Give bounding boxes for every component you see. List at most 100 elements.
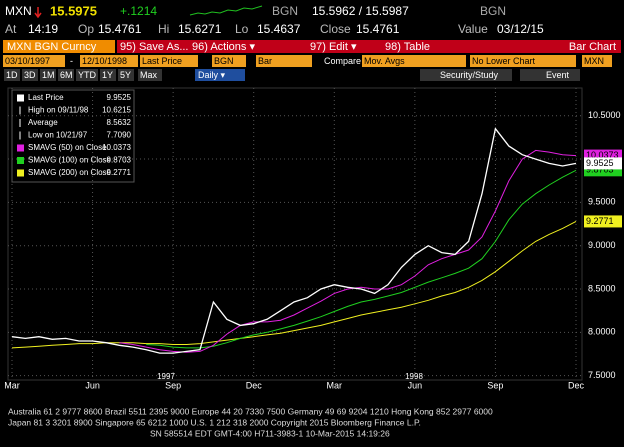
setting-field[interactable] — [582, 55, 612, 67]
setting-text: BGN — [214, 56, 234, 66]
study-button[interactable] — [420, 69, 512, 81]
value-tag-text: 10.0373 — [586, 150, 619, 160]
event-button[interactable] — [520, 69, 580, 81]
quote-value: 15.4761 — [356, 22, 400, 36]
setting-field[interactable] — [470, 55, 576, 67]
bid-ask: 15.5962 / 15.5987 — [312, 4, 409, 18]
x-tick-label: Jun — [408, 380, 423, 390]
event-label: Event — [546, 70, 570, 80]
legend-value: 8.5632 — [107, 118, 132, 127]
setting-text: No Lower Chart — [472, 56, 536, 66]
menu-item: 95) Save As... — [120, 41, 188, 53]
range-label: YTD — [78, 70, 97, 80]
legend-label: High on 09/11/98 — [28, 106, 89, 115]
range-label: 6M — [60, 70, 73, 80]
last-price: 15.5975 — [50, 3, 97, 18]
value-tag-text: 9.9525 — [586, 158, 614, 168]
x-tick-label: Dec — [568, 380, 585, 390]
down-arrow — [34, 7, 42, 19]
setting-text: - — [70, 56, 73, 66]
setting-text: Bar — [258, 56, 272, 66]
setting-field[interactable] — [80, 55, 138, 67]
y-tick-label: 9.5000 — [588, 197, 616, 207]
menu-bar — [117, 40, 621, 53]
legend-swatch — [17, 169, 24, 177]
legend-label: SMAVG (50) on Close — [28, 143, 107, 152]
legend-label: SMAVG (100) on Close — [28, 156, 112, 165]
x-tick-label: Sep — [487, 380, 503, 390]
security-box — [3, 40, 115, 53]
view-name: Bar Chart — [569, 41, 616, 53]
value-tag-text: 9.2771 — [586, 216, 614, 226]
value-tag — [584, 215, 622, 228]
range-button[interactable] — [118, 69, 134, 81]
menu-item: 96) Actions ▾ — [192, 41, 255, 53]
range-button[interactable] — [4, 69, 20, 81]
range-label: 1Y — [102, 70, 113, 80]
legend-label: SMAVG (200) on Close — [28, 168, 112, 177]
range-label: 1D — [6, 70, 18, 80]
legend-label: Average — [28, 118, 58, 127]
legend-swatch — [17, 94, 24, 102]
change: +.1214 — [120, 4, 157, 18]
legend-value: 10.0373 — [102, 143, 131, 152]
range-label: Max — [140, 70, 158, 80]
setting-text: Compare — [324, 56, 361, 66]
quote-value: 03/12/15 — [497, 22, 544, 36]
quote-value: 14:19 — [28, 22, 58, 36]
legend-label: Low on 10/21/97 — [28, 131, 88, 140]
range-label: 1M — [42, 70, 55, 80]
y-tick-label: 8.5000 — [588, 283, 616, 293]
series-line — [146, 169, 577, 349]
legend-swatch — [17, 144, 24, 152]
range-button[interactable] — [40, 69, 56, 81]
legend-value: 9.2771 — [107, 168, 132, 177]
setting-text: 03/10/1997 — [5, 56, 50, 66]
range-label: 5Y — [120, 70, 131, 80]
quote-label: Value — [458, 22, 488, 36]
range-button[interactable] — [22, 69, 38, 81]
range-button[interactable] — [76, 69, 98, 81]
menu-item: 98) Table — [385, 41, 430, 53]
footer-line: Japan 81 3 3201 8900 Singapore 65 6212 1… — [8, 417, 421, 427]
setting-field[interactable] — [256, 55, 312, 67]
value-tag — [584, 157, 622, 170]
x-tick-label: Mar — [4, 380, 20, 390]
x-tick-label: Dec — [246, 380, 263, 390]
sparkline — [189, 5, 263, 16]
setting-text: MXN — [584, 56, 604, 66]
value-tag-text: 9.8703 — [586, 165, 614, 175]
range-button[interactable] — [138, 69, 162, 81]
y-tick-label: 10.5000 — [588, 110, 621, 120]
legend-value: 9.8703 — [107, 156, 132, 165]
quote-value: 15.4761 — [98, 22, 142, 36]
range-button[interactable] — [58, 69, 74, 81]
series-line — [11, 127, 577, 354]
source: BGN — [272, 4, 298, 18]
y-tick-label: 8.0000 — [588, 327, 616, 337]
year-label: 1998 — [405, 372, 423, 381]
x-tick-label: Mar — [327, 380, 343, 390]
setting-field[interactable] — [140, 55, 198, 67]
quote-value: 15.6271 — [178, 22, 222, 36]
legend-box — [11, 89, 135, 183]
series-line — [119, 149, 577, 353]
period-label: Daily ▾ — [198, 70, 226, 80]
setting-text: Last Price — [142, 56, 182, 66]
setting-field[interactable] — [3, 55, 65, 67]
quote-label: Lo — [235, 22, 249, 36]
setting-field[interactable] — [212, 55, 246, 67]
legend-value: 7.7090 — [107, 131, 132, 140]
study-label: Security/Study — [440, 70, 499, 80]
quote-label: Close — [320, 22, 351, 36]
legend-swatch — [17, 157, 24, 164]
period-button[interactable] — [195, 69, 245, 81]
range-button[interactable] — [100, 69, 116, 81]
setting-field[interactable] — [362, 55, 466, 67]
setting-text: 12/10/1998 — [82, 56, 127, 66]
legend-value: 9.9525 — [107, 93, 132, 102]
quote-label: Hi — [158, 22, 169, 36]
legend-value: 10.6215 — [102, 106, 131, 115]
menu-item: 97) Edit ▾ — [310, 41, 357, 53]
footer-line: Australia 61 2 9777 8600 Brazil 5511 239… — [8, 406, 493, 416]
